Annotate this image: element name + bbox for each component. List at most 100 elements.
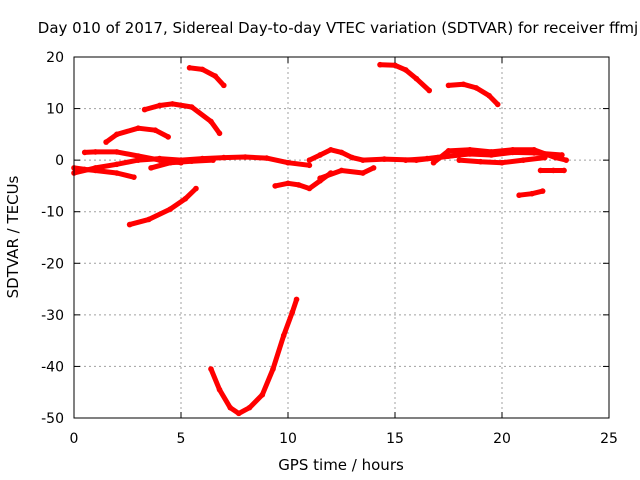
data-point: [531, 147, 537, 153]
data-series-track: [208, 296, 300, 416]
x-axis-label: GPS time / hours: [278, 456, 404, 474]
data-point: [146, 216, 152, 223]
data-point: [188, 158, 195, 164]
y-tick-labels: 20 10 0 -10 -20 -30 -40 -50: [41, 50, 64, 427]
data-series-track: [187, 65, 227, 88]
data-point: [550, 167, 557, 174]
data-point: [289, 309, 296, 316]
plot-frame: [73, 56, 610, 419]
data-point: [208, 366, 214, 372]
data-series-track: [148, 157, 216, 171]
data-point: [456, 157, 463, 163]
data-point: [377, 61, 383, 68]
grid-lines: [74, 57, 609, 418]
data-point: [227, 404, 234, 411]
y-tick-label: -20: [41, 256, 64, 272]
y-axis-label: SDTVAR / TECUs: [4, 175, 22, 298]
data-point: [293, 296, 300, 303]
data-point: [381, 156, 388, 162]
data-point: [360, 157, 366, 163]
data-point: [349, 154, 356, 161]
y-tick-label: -30: [41, 308, 64, 324]
data-point: [167, 159, 174, 166]
data-point: [235, 410, 242, 417]
data-point: [426, 87, 433, 94]
data-point: [445, 148, 452, 154]
data-point: [212, 73, 219, 79]
data-point: [92, 149, 99, 155]
data-point: [221, 82, 227, 89]
data-point: [413, 75, 420, 82]
data-point: [529, 190, 535, 197]
data-point: [338, 149, 345, 156]
data-point: [135, 153, 141, 159]
data-point: [486, 92, 492, 99]
data-point: [92, 167, 99, 174]
data-point: [295, 182, 302, 188]
y-tick-label: -40: [41, 359, 64, 375]
data-series-track: [403, 149, 565, 163]
y-tick-label: 20: [46, 50, 64, 66]
data-point: [221, 154, 227, 161]
x-tick-label: 25: [600, 431, 618, 447]
data-point: [338, 167, 345, 174]
data-series-track: [127, 186, 199, 228]
data-point: [477, 158, 484, 165]
x-tick-labels: 0 5 10 15 20 25: [70, 431, 618, 447]
data-point: [152, 127, 159, 134]
data-point: [81, 149, 88, 156]
y-tick-label: 0: [55, 153, 64, 169]
data-point: [186, 65, 193, 71]
y-tick-label: -50: [41, 411, 64, 427]
data-point: [473, 85, 480, 91]
data-point: [156, 102, 163, 109]
data-point: [114, 170, 120, 176]
data-point: [317, 152, 323, 158]
data-point: [460, 81, 467, 88]
data-point: [328, 147, 334, 153]
data-point: [272, 183, 278, 189]
data-point: [141, 106, 148, 113]
data-point: [520, 157, 527, 163]
data-point: [537, 167, 544, 174]
data-point: [114, 149, 120, 155]
data-point: [169, 101, 176, 107]
data-point: [306, 162, 313, 169]
data-point: [494, 101, 501, 108]
data-point: [216, 130, 223, 137]
data-point: [306, 157, 313, 163]
data-point: [246, 404, 253, 411]
x-tick-label: 5: [177, 431, 186, 447]
data-point: [402, 67, 409, 73]
data-point: [552, 154, 559, 161]
data-point: [467, 147, 473, 153]
data-point: [114, 161, 120, 168]
data-point: [467, 151, 473, 157]
data-point: [193, 185, 199, 192]
data-point: [488, 149, 495, 155]
data-series-track: [317, 165, 377, 181]
axis-ticks: [73, 56, 610, 419]
data-series-track: [431, 147, 569, 166]
data-point: [360, 170, 366, 176]
data-point: [285, 159, 291, 166]
data-point: [499, 159, 505, 166]
data-point: [126, 221, 133, 228]
data-point: [509, 147, 516, 153]
data-point: [430, 159, 437, 166]
data-point: [445, 82, 452, 89]
data-point: [242, 154, 248, 160]
data-point: [424, 155, 430, 162]
data-point: [280, 332, 287, 339]
data-point: [402, 157, 409, 163]
data-point: [285, 180, 291, 187]
x-tick-label: 20: [493, 431, 511, 447]
data-point: [188, 104, 195, 110]
data-point: [370, 165, 377, 171]
data-point: [563, 157, 569, 163]
data-point: [165, 134, 171, 140]
data-point: [259, 391, 266, 398]
data-point: [561, 167, 567, 174]
data-point: [131, 174, 137, 180]
